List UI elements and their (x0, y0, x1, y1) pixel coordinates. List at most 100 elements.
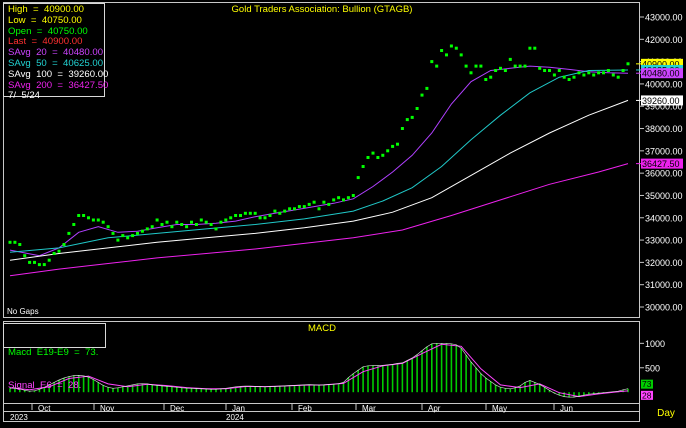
macd-tick-label: 500 (645, 363, 660, 373)
price-point (23, 254, 27, 258)
macd-tag-bg (641, 379, 653, 389)
price-point (327, 202, 331, 206)
x-month-label: Oct (38, 404, 51, 413)
price-point (449, 44, 453, 48)
price-point (445, 53, 448, 57)
y-tick-label: 38000.00 (645, 124, 683, 134)
price-point (538, 66, 542, 70)
price-point (400, 127, 404, 130)
sma-line (9, 99, 629, 261)
value-tag-bg (641, 58, 683, 69)
price-point (405, 118, 409, 122)
price-series (8, 44, 630, 267)
price-point (91, 218, 95, 222)
price-point (508, 57, 512, 61)
price-point (248, 211, 252, 215)
x-month-label: May (492, 404, 507, 413)
price-point (425, 86, 429, 90)
price-point (185, 225, 189, 229)
price-point (82, 214, 86, 217)
value-tag-label: 40480.00 (642, 69, 680, 79)
price-point (543, 69, 547, 72)
signal-tag-bg (641, 390, 653, 400)
y-tick-label: 30000.00 (645, 303, 683, 313)
price-point (160, 223, 164, 226)
x-month-label: Jan (232, 404, 245, 413)
sma-line (9, 65, 629, 257)
price-point (440, 49, 444, 52)
price-point (170, 225, 174, 229)
price-point (229, 216, 233, 220)
price-point (47, 258, 51, 262)
price-point (582, 73, 586, 77)
y-tick-label: 39000.00 (645, 102, 683, 112)
price-point (366, 156, 370, 159)
price-point (474, 64, 478, 68)
legend-box: High = 40900.00 Low = 40750.00 Open = 4075… (3, 3, 109, 101)
price-point (57, 249, 61, 253)
value-tag-bg (641, 68, 683, 79)
price-point (484, 78, 488, 81)
price-point (376, 156, 380, 159)
signal-tag-label: 28 (642, 390, 652, 400)
x-year-label: 2023 (10, 413, 28, 422)
y-tick-label: 34000.00 (645, 213, 683, 223)
price-point (150, 225, 154, 229)
macd-legend-box: Macd E19-E9 = 73. Signal E6 = 28. (3, 323, 106, 391)
price-point (194, 223, 198, 226)
price-point (533, 46, 537, 50)
price-point (52, 252, 56, 255)
price-point (145, 227, 149, 231)
price-point (297, 205, 301, 209)
price-point (562, 75, 566, 79)
price-point (523, 64, 527, 68)
price-point (356, 176, 360, 180)
price-point (263, 216, 267, 220)
price-point (199, 218, 203, 222)
price-point (293, 207, 296, 211)
price-point (131, 234, 135, 238)
price-point (587, 71, 591, 75)
price-point (317, 207, 321, 211)
value-tag-label: 40900.00 (642, 59, 680, 69)
price-point (391, 144, 395, 148)
price-point (67, 231, 71, 235)
y-tick-label: 35000.00 (645, 191, 683, 201)
price-point (302, 205, 306, 209)
price-point (165, 220, 169, 224)
price-point (155, 218, 159, 222)
price-point (396, 142, 399, 146)
x-month-label: Feb (298, 404, 312, 413)
price-point (592, 73, 596, 77)
macd-tick-label: 1000 (645, 339, 665, 349)
price-point (8, 240, 12, 244)
price-point (410, 115, 414, 119)
macd-tag-label: 73 (642, 379, 652, 389)
price-point (454, 46, 458, 50)
macd-legend-line: Macd E19-E9 = 73. (8, 347, 99, 358)
price-point (224, 218, 228, 222)
price-point (96, 218, 100, 222)
price-point (616, 75, 620, 79)
price-point (307, 202, 311, 206)
price-point (87, 216, 90, 220)
legend-row: SAvg 20 = 40480.00 (8, 47, 104, 59)
price-point (489, 75, 493, 79)
price-point (204, 220, 208, 224)
price-panel-border (3, 2, 640, 318)
price-point (626, 62, 630, 66)
price-point (361, 165, 365, 168)
price-point (219, 220, 223, 224)
price-point (567, 78, 571, 81)
price-point (33, 260, 36, 264)
price-point (273, 209, 277, 213)
macd-panel-border (3, 321, 640, 412)
price-point (121, 234, 125, 238)
legend-row: SAvg 200 = 36427.50 (8, 79, 109, 91)
price-point (346, 196, 350, 200)
price-point (18, 243, 22, 246)
price-point (611, 73, 615, 77)
price-point (62, 243, 66, 246)
price-point (116, 238, 120, 242)
price-y-axis: 43000.0042000.0041000.0040000.0039000.00… (640, 13, 683, 313)
